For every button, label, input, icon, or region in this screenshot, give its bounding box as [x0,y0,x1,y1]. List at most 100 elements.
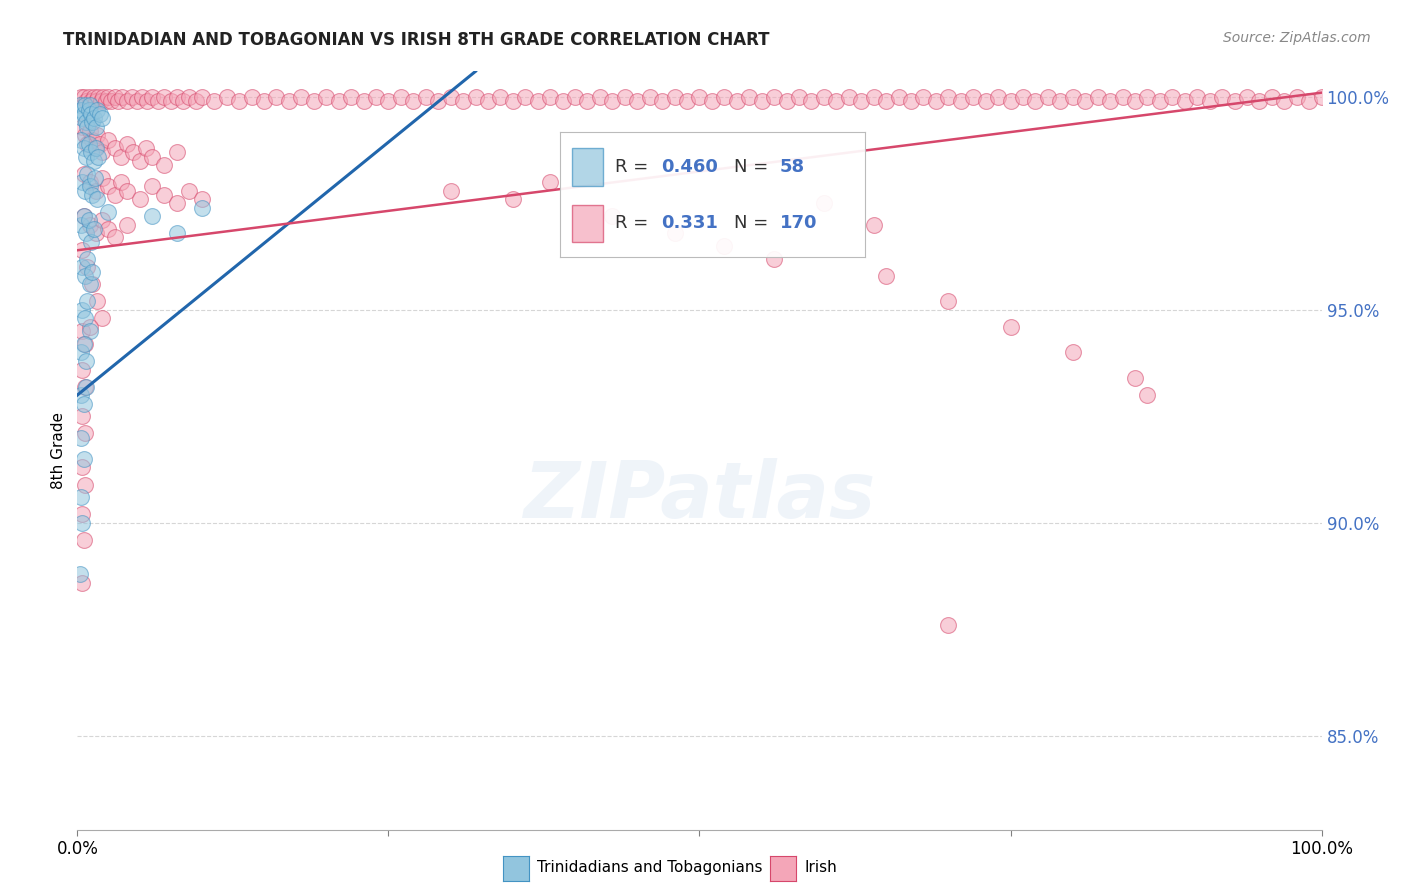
Point [1174,94,1197,108]
Point [936,294,959,309]
Point [875,94,897,108]
Point [125,94,148,108]
Point [128,153,150,168]
Point [148,94,170,108]
Point [290,90,312,104]
Point [111,90,134,104]
Point [215,90,238,104]
Y-axis label: 8th Grade: 8th Grade [51,412,66,489]
Point [166,226,188,240]
Point [82,277,104,292]
Point [91,145,114,160]
Point [83,222,105,236]
Point [72,533,94,547]
Point [775,94,797,108]
Point [825,94,848,108]
Point [862,90,884,104]
Point [70,90,93,104]
Point [82,264,104,278]
Point [700,94,723,108]
Point [75,379,97,393]
Point [84,184,107,198]
Point [1298,94,1320,108]
Point [86,103,108,117]
Point [84,94,107,108]
Point [75,354,97,368]
Point [676,94,699,108]
Point [1261,90,1284,104]
Point [1123,94,1146,108]
Point [1099,94,1122,108]
Point [502,94,524,108]
Point [141,179,163,194]
Point [86,128,108,143]
Point [115,94,138,108]
Point [925,94,948,108]
Point [340,90,363,104]
Point [69,566,91,581]
Point [70,132,93,146]
Point [689,90,711,104]
Point [1136,90,1159,104]
Point [72,362,94,376]
Point [191,201,214,215]
Point [121,90,143,104]
Point [626,94,648,108]
Point [72,409,94,424]
Point [515,90,537,104]
Point [184,94,207,108]
Point [266,90,288,104]
Point [489,90,512,104]
Point [84,226,107,240]
Point [887,90,910,104]
Point [838,90,860,104]
Text: Source: ZipAtlas.com: Source: ZipAtlas.com [1223,31,1371,45]
Point [1000,320,1022,334]
Point [70,103,93,117]
Point [90,94,112,108]
Point [962,90,984,104]
Point [1049,94,1071,108]
Point [72,90,94,104]
Point [70,491,93,505]
Point [875,268,897,283]
Point [862,218,884,232]
Point [104,187,127,202]
Point [97,179,120,194]
Point [72,460,94,475]
Point [131,90,153,104]
Point [76,136,98,151]
Point [86,192,108,206]
Point [738,90,761,104]
Point [936,90,959,104]
Point [135,141,157,155]
Point [364,90,387,104]
Point [1036,90,1059,104]
Point [72,452,94,467]
Point [73,379,96,393]
Text: Irish: Irish [804,860,837,874]
Point [79,179,101,194]
Point [83,141,105,155]
Point [83,170,105,185]
Point [76,252,98,266]
Point [72,209,94,223]
Point [136,94,159,108]
Point [1012,90,1035,104]
Point [72,396,94,410]
Point [1062,90,1084,104]
Point [191,90,214,104]
Point [1185,90,1208,104]
Point [75,94,97,108]
Point [77,103,100,117]
Point [1074,94,1097,108]
Point [91,112,114,126]
Point [97,222,120,236]
Point [73,98,96,112]
Point [526,94,548,108]
Point [72,141,94,155]
Point [76,167,98,181]
Point [1024,94,1046,108]
Point [787,90,810,104]
Point [613,90,636,104]
